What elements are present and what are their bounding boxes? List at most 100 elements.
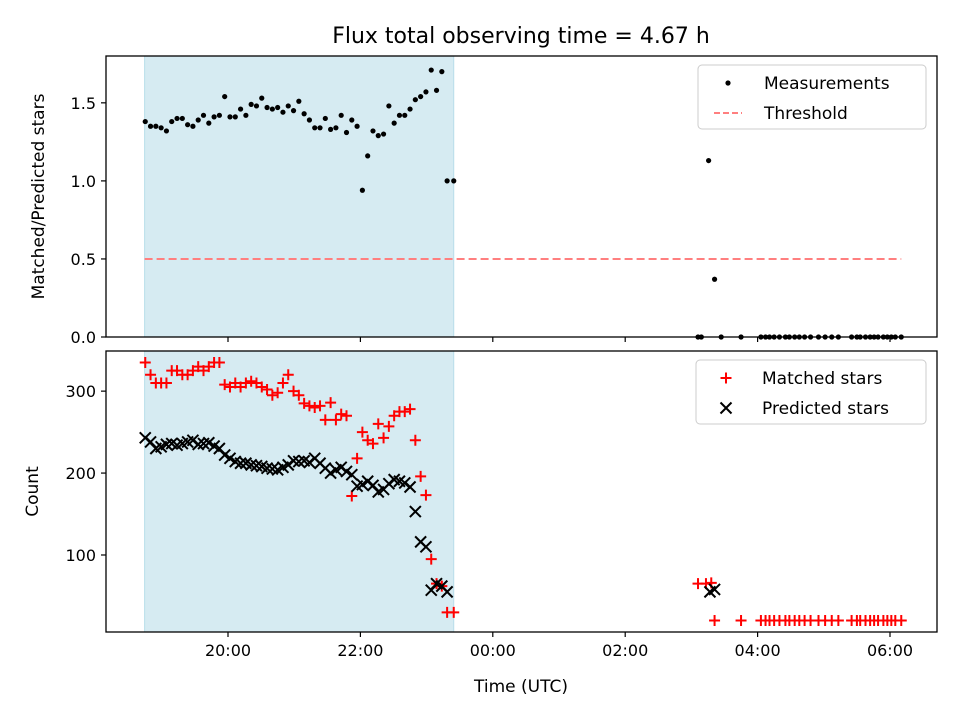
measurement-point <box>322 115 328 122</box>
measurement-point <box>153 123 159 129</box>
measurement-point <box>391 120 397 126</box>
measurement-point <box>428 67 434 73</box>
predicted-stars-point <box>403 480 417 494</box>
y-tick-label: 0.0 <box>71 328 96 347</box>
measurement-point <box>169 118 175 125</box>
ratio-panel: 0.0 0.5 1.0 1.5 Matched/Predicted stars Mea… <box>29 55 938 347</box>
matched-stars-point <box>378 432 390 444</box>
matched-stars-point <box>351 452 363 464</box>
legend-label: Matched stars <box>762 369 882 389</box>
measurement-point <box>301 111 307 117</box>
legend-label: Predicted stars <box>762 399 889 419</box>
measurement-point <box>158 125 164 131</box>
ratio-panel-frame <box>105 55 938 338</box>
predicted-stars-point <box>234 457 247 470</box>
measurement-point <box>412 97 418 103</box>
matched-stars-point <box>309 402 321 414</box>
legend-box <box>695 359 927 425</box>
legend-label: Threshold <box>763 104 848 124</box>
measurement-point <box>200 112 207 118</box>
matched-stars-point <box>832 615 844 627</box>
matched-stars-point <box>293 389 305 401</box>
y-tick-label: 200 <box>65 464 96 483</box>
measurement-point <box>285 103 291 109</box>
matched-stars-point <box>367 438 379 450</box>
matched-stars-point <box>409 434 421 446</box>
matched-stars-point <box>145 369 157 381</box>
measurement-point <box>423 89 429 95</box>
measurement-point <box>407 106 413 112</box>
measurement-point <box>380 131 387 137</box>
y-tick-label: 1.5 <box>71 94 96 113</box>
predicted-stars-point <box>440 585 454 599</box>
matched-stars-point <box>735 615 747 627</box>
x-tick-label: 22:00 <box>337 641 383 660</box>
matched-stars-point <box>139 356 151 368</box>
x-axis-label: Time (UTC) <box>473 677 568 697</box>
measurement-point <box>280 109 286 115</box>
measurement-point <box>349 117 355 123</box>
measurement-point <box>195 117 201 123</box>
measurement-point <box>227 114 233 120</box>
matched-stars-point <box>330 414 342 426</box>
measurement-point <box>433 87 440 93</box>
matched-stars-point <box>261 384 273 396</box>
legend-box <box>697 64 927 130</box>
measurement-point <box>275 104 281 111</box>
measurement-point <box>343 129 350 136</box>
measurement-point <box>259 95 265 101</box>
measurement-point <box>290 108 297 114</box>
measurement-point <box>317 125 323 131</box>
measurement-point <box>402 112 408 118</box>
predicted-stars-point <box>345 468 359 481</box>
measurement-point <box>216 112 222 118</box>
measurement-point <box>248 101 254 107</box>
measurement-point <box>354 123 360 129</box>
matched-stars-point <box>340 410 352 422</box>
matched-stars-point <box>213 356 225 368</box>
measurement-point <box>232 114 238 120</box>
counts-panel: 20:00 22:00 00:00 02:00 04:00 06:00100200300 … <box>23 350 938 660</box>
measurement-point <box>706 157 712 164</box>
measurement-point <box>264 104 270 111</box>
x-tick-label: 04:00 <box>735 641 781 660</box>
measurement-point <box>365 153 371 159</box>
matched-stars-point <box>448 606 460 618</box>
matched-stars-point <box>335 408 347 420</box>
measurement-point <box>237 106 244 112</box>
matched-stars-point <box>319 414 331 426</box>
x-tick-label: 06:00 <box>867 641 913 660</box>
matched-stars-point <box>346 490 358 502</box>
y-tick-label: 1.0 <box>71 172 96 191</box>
measurement-point <box>163 128 170 134</box>
matched-stars-point <box>282 369 294 381</box>
x-tick-label: 20:00 <box>205 641 251 660</box>
matched-stars-point <box>314 400 326 412</box>
matched-stars-point <box>277 377 289 389</box>
y-tick-label: 300 <box>65 382 96 401</box>
measurement-point <box>439 69 445 75</box>
measurement-point <box>174 115 180 122</box>
legend-label: Measurements <box>764 74 890 94</box>
legend-marker <box>725 80 731 86</box>
measurement-point <box>179 115 185 122</box>
measurement-point <box>269 106 275 112</box>
predicted-stars-series <box>139 431 721 599</box>
matched-stars-point <box>272 387 284 399</box>
matched-stars-series <box>139 356 907 627</box>
measurement-point <box>147 123 154 129</box>
matched-stars-point <box>219 379 231 391</box>
matched-stars-point <box>160 377 172 389</box>
x-tick-label: 02:00 <box>602 641 648 660</box>
measurement-point <box>185 122 191 128</box>
measurement-point <box>418 93 424 100</box>
matched-stars-point <box>372 418 384 430</box>
measurement-point <box>296 98 302 104</box>
observing-window-shading <box>144 55 455 338</box>
matched-stars-point <box>383 420 395 432</box>
measurement-point <box>328 126 334 132</box>
matched-stars-point <box>298 397 310 409</box>
ratio-y-axis-label: Matched/Predicted stars <box>29 93 49 299</box>
matched-stars-point <box>420 489 432 501</box>
